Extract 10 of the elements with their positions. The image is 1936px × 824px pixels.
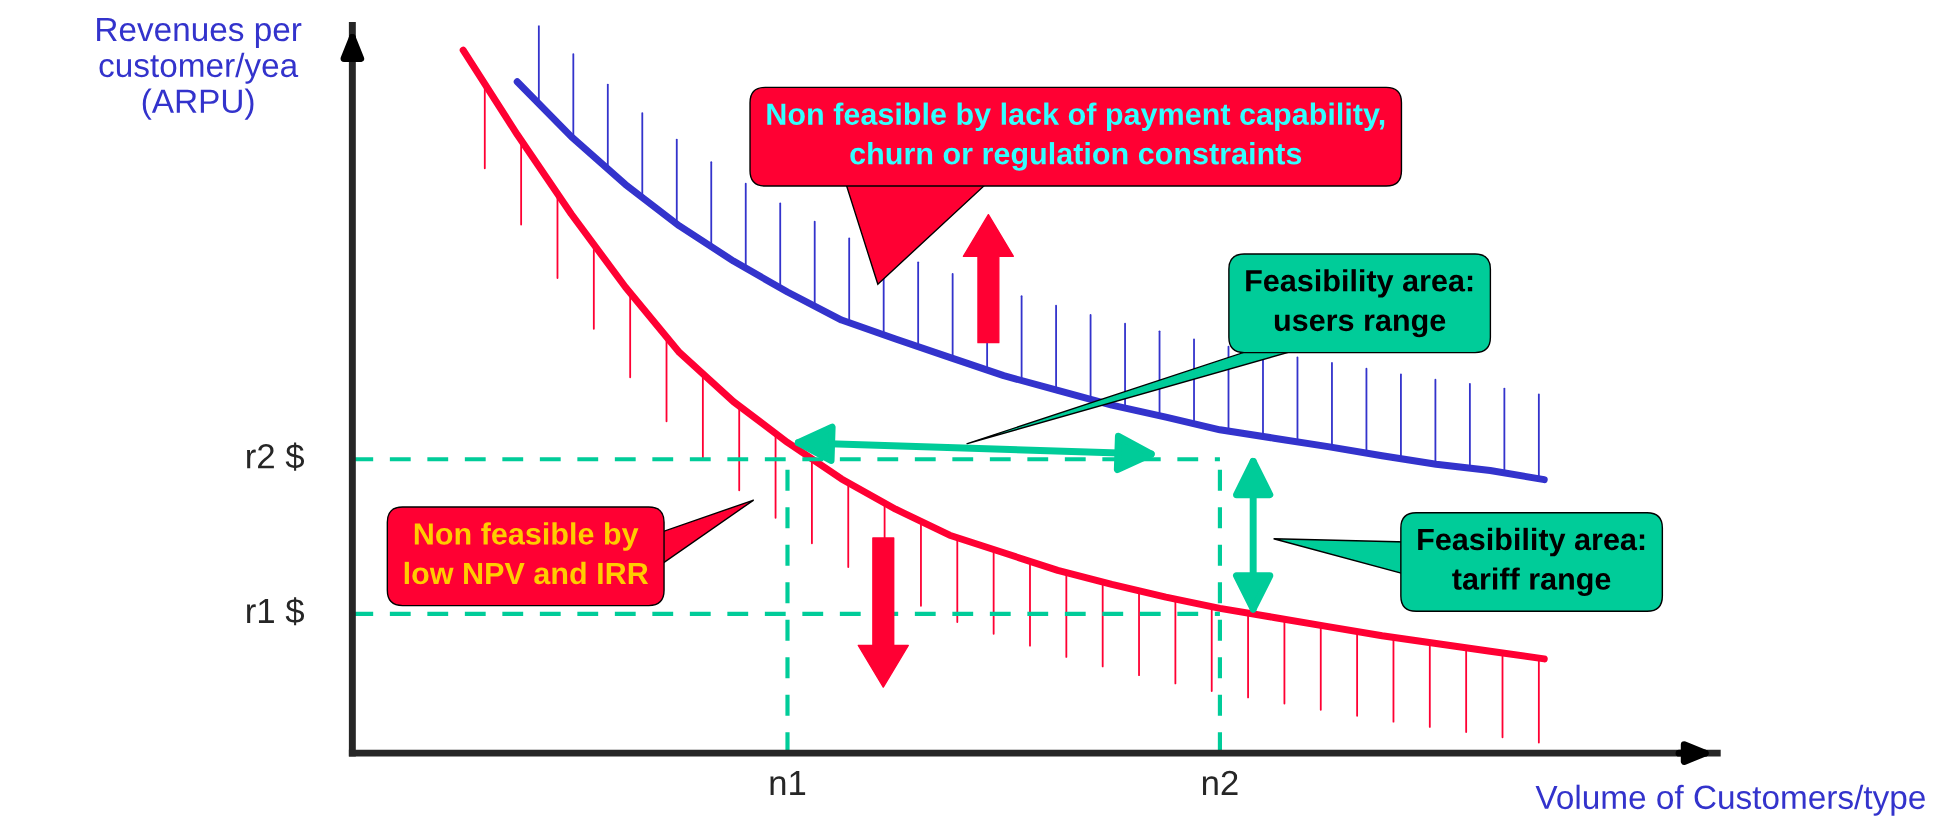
ref-line-label: r2 $ [247, 442, 305, 471]
ref-line-label: r1 $ [247, 597, 305, 626]
x-tick-label: n1 [770, 771, 806, 795]
y-axis-title: Revenues per customer/yea (ARPU) [97, 18, 302, 120]
x-axis-title: Volume of Customers/type [1535, 784, 1925, 816]
annotation: Non feasible by low NPV and IRR [404, 522, 649, 585]
x-tick-label: n2 [1202, 770, 1238, 795]
annotation: Feasibility area: tariff range [1418, 527, 1645, 597]
annotation: Non feasible by lack of payment capability, churn or regulation constraints [767, 102, 1385, 171]
annotation: Feasibility area: users range [1246, 269, 1473, 338]
